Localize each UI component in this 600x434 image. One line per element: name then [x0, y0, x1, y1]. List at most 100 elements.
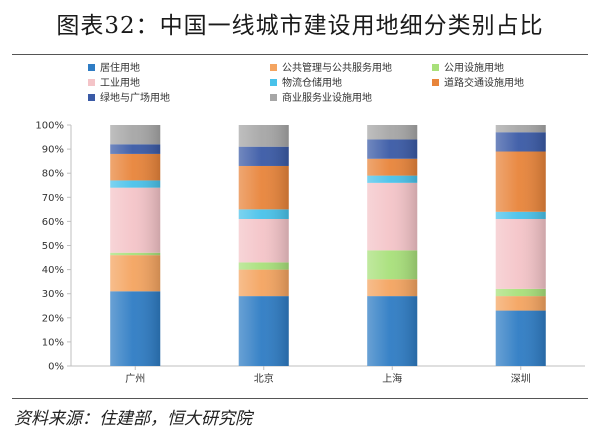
bar-segment [110, 255, 161, 292]
legend-swatch [88, 79, 95, 86]
bar-segment-shade [495, 310, 546, 366]
bar-segment-shade [110, 144, 161, 154]
bar-segment-shade [495, 151, 546, 212]
legend-item: 居住用地 [88, 62, 140, 75]
source-note: 资料来源：住建部，恒大研究院 [14, 409, 252, 429]
legend-swatch [88, 94, 95, 101]
bar-segment-shade [238, 209, 289, 219]
legend-swatch [432, 64, 439, 71]
x-tick-label: 上海 [382, 372, 402, 385]
bar-segment [110, 180, 161, 188]
bar-segment-shade [367, 250, 418, 280]
bar-segment-shade [367, 139, 418, 159]
bar-segment [238, 218, 289, 263]
x-tick-label: 广州 [125, 373, 145, 385]
chart-title: 图表32：中国一线城市建设用地细分类别占比 [56, 13, 544, 39]
bar-segment [110, 144, 161, 154]
x-tick-label: 深圳 [511, 373, 531, 385]
bar-segment [495, 218, 546, 289]
bar-segment [367, 175, 418, 183]
bar-segment-shade [238, 218, 289, 263]
legend-label: 工业用地 [100, 78, 140, 89]
bar-segment [367, 125, 418, 140]
legend-label: 物流仓储用地 [282, 78, 342, 89]
bar-segment [110, 153, 161, 181]
y-tick-label: 80% [42, 169, 64, 180]
bar-segment-shade [110, 252, 161, 256]
bar-segment-shade [238, 146, 289, 166]
y-tick-label: 20% [42, 313, 64, 324]
legend-swatch [270, 64, 277, 71]
bar-segment-shade [110, 255, 161, 292]
bar-segment [495, 288, 546, 297]
legend-item: 公共管理与公共服务用地 [270, 62, 392, 75]
bar-segment [495, 211, 546, 219]
legend-swatch [432, 79, 439, 86]
legend-item: 公用设施用地 [432, 62, 504, 75]
bar-segment-shade [238, 262, 289, 270]
bar-segment-shade [110, 153, 161, 181]
bar-segment [238, 262, 289, 270]
title-divider [12, 54, 588, 55]
bar-segment-shade [110, 291, 161, 366]
y-tick-label: 70% [42, 193, 64, 204]
bar-segment [367, 279, 418, 297]
bar-segment [495, 125, 546, 133]
footer-divider [12, 398, 588, 399]
bar-segment-shade [495, 288, 546, 297]
bar-segment [367, 250, 418, 280]
bar-segment [238, 296, 289, 366]
bar-segment [495, 151, 546, 212]
bar-segment [367, 182, 418, 251]
bar-segment-shade [495, 132, 546, 152]
bar-segment [238, 125, 289, 147]
legend-item: 商业服务业设施用地 [270, 92, 372, 105]
bar-segment [367, 158, 418, 176]
bar-segment-shade [367, 279, 418, 297]
bar-segment-shade [495, 211, 546, 219]
bar-segment-shade [367, 296, 418, 366]
bar-segment [110, 187, 161, 253]
bar-segment-shade [495, 296, 546, 311]
y-tick-label: 60% [42, 217, 64, 228]
legend-label: 公共管理与公共服务用地 [282, 63, 392, 74]
bar-segment [495, 296, 546, 311]
legend-label: 商业服务业设施用地 [282, 93, 372, 104]
bar-segment [495, 132, 546, 152]
bar-segment-shade [367, 125, 418, 140]
bar-segment-shade [238, 165, 289, 210]
legend-label: 公用设施用地 [444, 63, 504, 74]
bar-segment [238, 146, 289, 166]
legend-item: 绿地与广场用地 [88, 92, 170, 105]
bar-segment-shade [495, 218, 546, 289]
legend-swatch [270, 94, 277, 101]
y-tick-label: 100% [35, 121, 64, 132]
bar-segment [367, 139, 418, 159]
legend-item: 工业用地 [88, 77, 140, 90]
bar-segment-shade [495, 125, 546, 133]
legend-item: 物流仓储用地 [270, 77, 342, 90]
y-tick-label: 30% [42, 289, 64, 300]
bar-segment-shade [238, 296, 289, 366]
bar-segment [110, 125, 161, 145]
legend-label: 道路交通设施用地 [444, 78, 524, 89]
bar-segment-shade [110, 187, 161, 253]
bar-segment [367, 296, 418, 366]
bar-segment-shade [367, 158, 418, 176]
y-tick-label: 50% [42, 241, 64, 252]
bar-segment [110, 252, 161, 256]
y-tick-label: 40% [42, 265, 64, 276]
bar-segment [238, 209, 289, 219]
x-tick-label: 北京 [254, 372, 274, 385]
bar-segment [238, 269, 289, 297]
bar-segment-shade [238, 125, 289, 147]
bar-segment-shade [238, 269, 289, 297]
legend-swatch [270, 79, 277, 86]
bar-segment [238, 165, 289, 210]
bar-segment [110, 291, 161, 366]
bar-segment-shade [367, 175, 418, 183]
bar-segment-shade [367, 182, 418, 251]
y-tick-label: 0% [48, 362, 64, 373]
legend-label: 居住用地 [100, 63, 140, 74]
bar-segment [495, 310, 546, 366]
